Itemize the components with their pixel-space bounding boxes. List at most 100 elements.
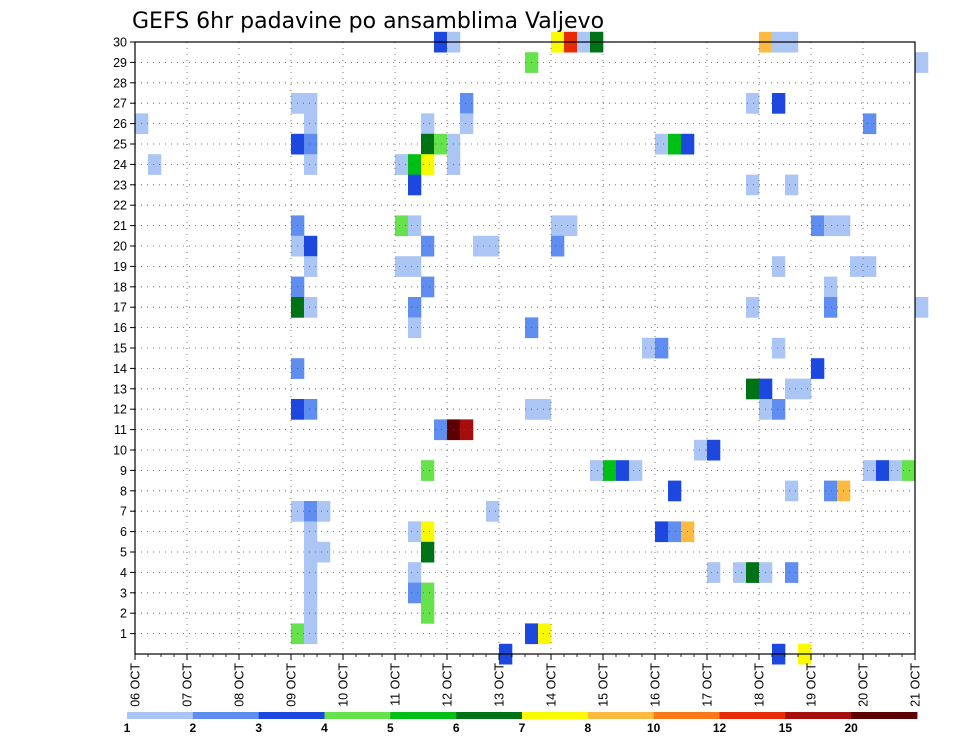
- precip-cell: [811, 215, 825, 237]
- precip-cell: [707, 439, 721, 461]
- y-tick-label: 27: [113, 97, 127, 111]
- colorbar-tick-label: 12: [713, 721, 727, 735]
- y-tick-label: 19: [113, 260, 127, 274]
- precip-cell: [434, 133, 448, 155]
- x-tick-label: 14 OCT: [545, 663, 559, 707]
- y-tick-label: 29: [113, 56, 127, 70]
- colorbar-swatch: [719, 712, 786, 719]
- precip-cell: [434, 419, 448, 441]
- precip-cell: [421, 460, 435, 481]
- precip-cell: [668, 133, 682, 155]
- y-tick-label: 18: [113, 280, 127, 294]
- precip-cell: [395, 154, 409, 175]
- precip-cell: [616, 460, 630, 481]
- colorbar-swatch: [653, 712, 720, 719]
- y-tick-label: 23: [113, 178, 127, 192]
- colorbar-tick-label: 6: [453, 721, 460, 735]
- y-tick-label: 24: [113, 158, 127, 172]
- y-tick-label: 30: [113, 36, 127, 50]
- colorbar-swatch: [456, 712, 523, 719]
- precip-cell: [421, 603, 435, 624]
- precip-cell: [694, 439, 708, 461]
- precip-cell: [824, 480, 838, 502]
- precip-cell: [902, 460, 916, 481]
- precip-cell: [863, 460, 877, 481]
- colorbar-swatch: [390, 712, 457, 719]
- precip-cell: [538, 399, 552, 420]
- precip-cell: [785, 378, 799, 400]
- precip-cell: [486, 501, 500, 522]
- precip-cell: [746, 562, 760, 583]
- y-tick-label: 21: [113, 219, 127, 233]
- precip-cell: [746, 93, 760, 114]
- y-tick-label: 11: [114, 423, 127, 437]
- precip-cell: [304, 562, 318, 583]
- x-tick-label: 18 OCT: [753, 663, 767, 707]
- precip-cell: [317, 501, 331, 522]
- x-axis: 06 OCT 07 OCT 08 OCT 09 OCT 10 OCT 11 OCT 12 O…: [129, 654, 923, 707]
- colorbar-swatch: [192, 712, 260, 719]
- precip-cell: [811, 358, 825, 379]
- precip-cell: [304, 93, 318, 114]
- precip-cell: [148, 154, 162, 175]
- x-tick-label: 21 OCT: [909, 663, 923, 707]
- precip-cell: [733, 562, 747, 583]
- precip-cell: [772, 93, 786, 114]
- precip-cell: [421, 582, 435, 604]
- precip-cell: [746, 378, 760, 400]
- y-tick-label: 22: [113, 199, 127, 213]
- grid-lines: [135, 41, 915, 654]
- colorbar-tick-label: 7: [519, 721, 526, 735]
- x-tick-label: 07 OCT: [181, 663, 195, 707]
- colorbar-tick-label: 10: [647, 721, 661, 735]
- y-tick-label: 5: [120, 546, 127, 560]
- precip-cell: [408, 582, 422, 604]
- colorbar-swatch: [587, 712, 655, 719]
- colorbar-swatch: [785, 712, 852, 719]
- precip-cell: [668, 521, 682, 543]
- precip-cell: [408, 562, 422, 583]
- colorbar-tick-label: 15: [779, 721, 793, 735]
- precip-cell: [421, 521, 435, 543]
- precip-cell: [395, 215, 409, 237]
- precip-cell: [421, 235, 435, 257]
- y-tick-label: 14: [113, 362, 127, 376]
- precip-cell: [772, 337, 786, 359]
- x-tick-label: 19 OCT: [805, 663, 819, 707]
- precip-cell: [889, 460, 903, 481]
- precip-cell: [304, 623, 318, 645]
- precip-cell: [317, 541, 331, 563]
- precip-cell: [421, 276, 435, 298]
- colorbar-swatch: [851, 712, 918, 719]
- precip-cell: [655, 133, 669, 155]
- y-tick-label: 7: [120, 505, 127, 519]
- colorbar-swatch: [258, 712, 325, 719]
- x-tick-label: 13 OCT: [493, 663, 507, 707]
- precip-cell: [642, 337, 656, 359]
- precip-cell: [629, 460, 643, 481]
- y-tick-label: 10: [113, 444, 127, 458]
- precip-cell: [785, 480, 799, 502]
- precip-cell: [408, 256, 422, 277]
- precip-cell: [304, 297, 318, 318]
- precip-cell: [798, 378, 812, 400]
- precip-cell: [408, 297, 422, 318]
- y-tick-label: 1: [120, 627, 127, 641]
- colorbar-tick-label: 5: [387, 721, 394, 735]
- y-tick-label: 17: [113, 301, 127, 315]
- precip-cell: [304, 399, 318, 420]
- precip-cell: [408, 174, 422, 196]
- colorbar-legend: 1 2 3 4 5 6 7 8 10 12 15 20: [124, 712, 918, 735]
- x-tick-label: 17 OCT: [701, 663, 715, 707]
- y-tick-label: 6: [120, 525, 127, 539]
- precip-cell: [460, 419, 474, 441]
- y-tick-label: 26: [113, 117, 127, 131]
- precip-cell: [473, 235, 487, 257]
- precip-cell: [304, 541, 318, 563]
- colorbar-swatch: [324, 712, 391, 719]
- y-tick-label: 28: [113, 76, 127, 90]
- precip-cell: [421, 541, 435, 563]
- colorbar-tick-label: 8: [584, 721, 591, 735]
- x-tick-label: 15 OCT: [597, 663, 611, 707]
- precip-cell: [915, 52, 929, 73]
